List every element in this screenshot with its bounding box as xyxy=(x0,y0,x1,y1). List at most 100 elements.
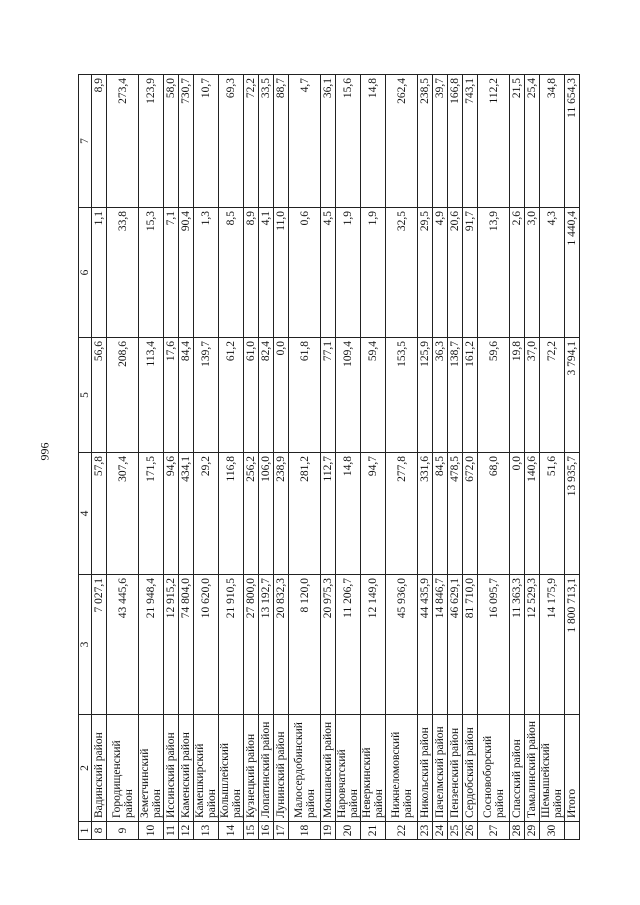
value-col5: 113,4 xyxy=(138,337,164,453)
value-col3: 20 832,3 xyxy=(273,574,289,715)
value-col3: 81 710,0 xyxy=(462,574,478,715)
value-col7: 39,7 xyxy=(432,74,448,208)
value-col3: 44 435,9 xyxy=(417,574,433,715)
value-col5: 109,4 xyxy=(335,337,361,453)
row-number: 15 xyxy=(243,821,259,840)
table-row: 11 Иссинский район 12 915,2 94,6 17,6 7,1 58,0 xyxy=(163,74,179,840)
value-col3: 20 975,3 xyxy=(320,574,336,715)
district-name: Шемышейский район xyxy=(539,714,565,822)
district-name: Лунинский район xyxy=(273,714,289,822)
value-col6: 8,5 xyxy=(218,207,244,338)
table-row: 24 Пачелмский район 14 846,7 84,5 36,3 4,9 39,… xyxy=(432,74,448,840)
row-number: 26 xyxy=(462,821,478,840)
column-number-header: 1 xyxy=(78,821,92,840)
table-row: 20 Наровчатский район 11 206,7 14,8 109,4 1,9… xyxy=(335,74,361,840)
value-col3: 21 910,5 xyxy=(218,574,244,715)
value-col4: 112,7 xyxy=(320,452,336,575)
rotated-table-container: 1 2 3 4 5 6 7 8 Вадинский район 7 027,1 57,8 56,6 1,… xyxy=(78,74,580,840)
column-number-header: 2 xyxy=(78,714,92,822)
value-col6: 1,3 xyxy=(193,207,219,338)
table-row: 28 Спасский район 11 363,3 0,0 19,8 2,6 21,5 xyxy=(509,74,525,840)
value-col5: 61,2 xyxy=(218,337,244,453)
value-col6: 20,6 xyxy=(447,207,463,338)
district-data-table: 1 2 3 4 5 6 7 8 Вадинский район 7 027,1 57,8 56,6 1,… xyxy=(78,74,580,840)
value-col5: 138,7 xyxy=(447,337,463,453)
column-number-header: 4 xyxy=(78,452,92,575)
value-col3: 12 149,0 xyxy=(360,574,386,715)
row-number: 27 xyxy=(477,821,510,840)
column-number-header: 5 xyxy=(78,337,92,453)
value-col4: 106,0 xyxy=(258,452,274,575)
value-col6: 4,5 xyxy=(320,207,336,338)
table-row: 29 Тамалинский район 12 529,3 140,6 37,0 3,0 2… xyxy=(524,74,540,840)
district-name: Сосновоборский район xyxy=(477,714,510,822)
district-name: Земетчинский район xyxy=(138,714,164,822)
value-col3: 74 804,0 xyxy=(178,574,194,715)
value-col7: 112,2 xyxy=(477,74,510,208)
table-row: 8 Вадинский район 7 027,1 57,8 56,6 1,1 8,9 xyxy=(91,74,107,840)
column-number-header: 7 xyxy=(78,74,92,208)
value-col7: 730,7 xyxy=(178,74,194,208)
value-col6: 11,0 xyxy=(273,207,289,338)
value-col3: 1 800 713,1 xyxy=(564,574,580,715)
row-number: 22 xyxy=(385,821,418,840)
value-col4: 51,6 xyxy=(539,452,565,575)
value-col6: 32,5 xyxy=(385,207,418,338)
value-col6: 1,9 xyxy=(360,207,386,338)
value-col4: 29,2 xyxy=(193,452,219,575)
value-col7: 262,4 xyxy=(385,74,418,208)
district-name: Спасский район xyxy=(509,714,525,822)
value-col6: 29,5 xyxy=(417,207,433,338)
value-col5: 0,0 xyxy=(273,337,289,453)
value-col5: 59,6 xyxy=(477,337,510,453)
value-col5: 36,3 xyxy=(432,337,448,453)
district-name: Камешкирский район xyxy=(193,714,219,822)
value-col7: 4,7 xyxy=(288,74,321,208)
table-row: 13 Камешкирский район 10 620,0 29,2 139,7 1,3… xyxy=(193,74,219,840)
district-name: Малосердобинский район xyxy=(288,714,321,822)
value-col4: 171,5 xyxy=(138,452,164,575)
district-name: Мокшанский район xyxy=(320,714,336,822)
value-col3: 27 800,0 xyxy=(243,574,259,715)
value-col4: 116,8 xyxy=(218,452,244,575)
row-number: 21 xyxy=(360,821,386,840)
row-number xyxy=(564,821,580,840)
row-number: 9 xyxy=(106,821,139,840)
value-col3: 14 846,7 xyxy=(432,574,448,715)
value-col4: 281,2 xyxy=(288,452,321,575)
value-col5: 125,9 xyxy=(417,337,433,453)
value-col4: 277,8 xyxy=(385,452,418,575)
value-col7: 33,5 xyxy=(258,74,274,208)
value-col7: 58,0 xyxy=(163,74,179,208)
value-col5: 161,2 xyxy=(462,337,478,453)
row-number: 29 xyxy=(524,821,540,840)
table-row: 12 Каменский район 74 804,0 434,1 84,4 90,4 73… xyxy=(178,74,194,840)
value-col4: 68,0 xyxy=(477,452,510,575)
value-col4: 238,9 xyxy=(273,452,289,575)
value-col7: 69,3 xyxy=(218,74,244,208)
value-col3: 43 445,6 xyxy=(106,574,139,715)
value-col5: 37,0 xyxy=(524,337,540,453)
row-number: 17 xyxy=(273,821,289,840)
value-col3: 12 915,2 xyxy=(163,574,179,715)
value-col4: 0,0 xyxy=(509,452,525,575)
value-col5: 17,6 xyxy=(163,337,179,453)
value-col4: 478,5 xyxy=(447,452,463,575)
value-col5: 56,6 xyxy=(91,337,107,453)
row-number: 30 xyxy=(539,821,565,840)
value-col4: 13 935,7 xyxy=(564,452,580,575)
table-row: 27 Сосновоборский район 16 095,7 68,0 59,6 13… xyxy=(477,74,510,840)
table-row: 18 Малосердобинский район 8 120,0 281,2 61,8… xyxy=(288,74,321,840)
value-col3: 11 363,3 xyxy=(509,574,525,715)
value-col4: 94,7 xyxy=(360,452,386,575)
value-col3: 7 027,1 xyxy=(91,574,107,715)
value-col4: 14,8 xyxy=(335,452,361,575)
value-col7: 72,2 xyxy=(243,74,259,208)
district-name: Никольский район xyxy=(417,714,433,822)
district-name: Сердобский район xyxy=(462,714,478,822)
row-number: 23 xyxy=(417,821,433,840)
value-col6: 0,6 xyxy=(288,207,321,338)
value-col5: 82,4 xyxy=(258,337,274,453)
district-name: Каменский район xyxy=(178,714,194,822)
value-col6: 90,4 xyxy=(178,207,194,338)
